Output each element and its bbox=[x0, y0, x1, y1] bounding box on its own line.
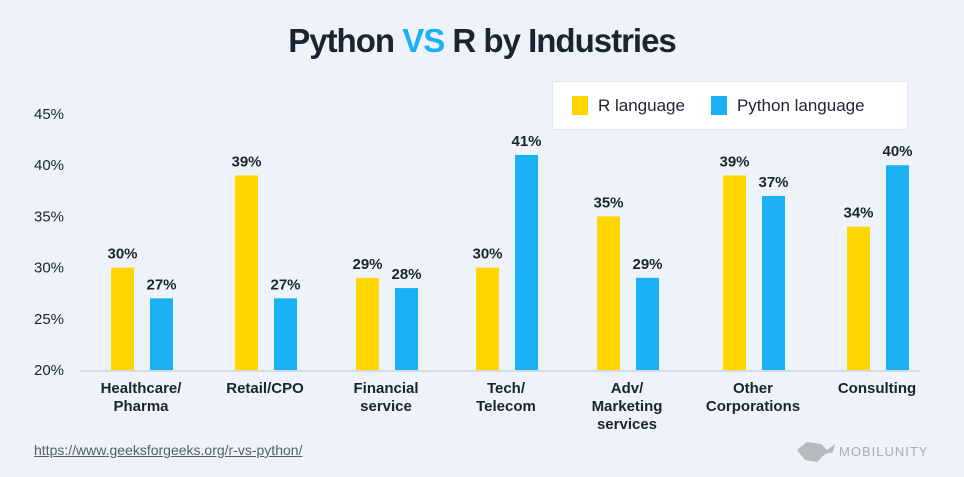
y-tick-label: 40% bbox=[34, 157, 64, 174]
bar-r bbox=[597, 216, 620, 370]
data-label: 30% bbox=[107, 246, 137, 263]
x-tick-label: Healthcare/ bbox=[101, 380, 183, 397]
y-tick-label: 20% bbox=[34, 362, 64, 379]
legend-item-r: R language bbox=[572, 96, 685, 116]
bar-r bbox=[235, 175, 258, 370]
legend-swatch-r bbox=[572, 96, 588, 115]
x-tick-label: Adv/ bbox=[611, 380, 644, 397]
data-label: 29% bbox=[352, 256, 382, 273]
x-tick-label: Financial bbox=[353, 380, 418, 397]
whale-icon bbox=[797, 442, 835, 462]
data-label: 27% bbox=[146, 276, 176, 293]
data-label: 40% bbox=[882, 143, 912, 160]
data-label: 39% bbox=[719, 153, 749, 170]
title-python: Python bbox=[288, 22, 395, 59]
bar-r bbox=[111, 267, 134, 370]
bar-python bbox=[515, 154, 538, 370]
legend-swatch-python bbox=[710, 96, 727, 115]
x-tick-label: services bbox=[597, 416, 657, 433]
bar-python bbox=[395, 288, 418, 370]
bar-python bbox=[150, 298, 173, 370]
x-tick-label: Other bbox=[733, 380, 773, 397]
y-tick-label: 30% bbox=[34, 260, 64, 277]
data-label: 37% bbox=[758, 174, 788, 191]
title-rest: R by Industries bbox=[452, 22, 676, 59]
data-label: 30% bbox=[472, 246, 502, 263]
data-label: 35% bbox=[593, 194, 623, 211]
data-label: 41% bbox=[511, 133, 541, 150]
y-tick-label: 25% bbox=[34, 311, 64, 328]
x-tick-label: Marketing bbox=[592, 398, 663, 415]
data-label: 34% bbox=[843, 205, 873, 222]
bar-python bbox=[886, 165, 909, 370]
x-tick-label: Corporations bbox=[706, 398, 800, 415]
bar-python bbox=[636, 277, 659, 370]
bar-r bbox=[847, 226, 870, 370]
data-label: 29% bbox=[632, 256, 662, 273]
bar-r bbox=[356, 277, 379, 370]
legend-item-python: Python language bbox=[710, 95, 865, 116]
mobilunity-logo: MOBILUNITY bbox=[795, 438, 928, 464]
x-tick-label: Tech/ bbox=[487, 380, 526, 397]
y-tick-label: 45% bbox=[34, 106, 64, 123]
legend-label-python: Python language bbox=[736, 95, 865, 115]
bar-r bbox=[476, 267, 499, 370]
logo-text: MOBILUNITY bbox=[839, 443, 929, 459]
legend: R language Python language bbox=[552, 81, 908, 130]
bar-r bbox=[723, 175, 746, 370]
source-link[interactable]: https://www.geeksforgeeks.org/r-vs-pytho… bbox=[34, 442, 303, 458]
chart-title: Python VS R by Industries bbox=[0, 22, 964, 60]
x-tick-label: Telecom bbox=[476, 398, 536, 415]
data-label: 27% bbox=[270, 276, 300, 293]
data-label: 39% bbox=[231, 153, 261, 170]
bar-python bbox=[762, 195, 785, 370]
x-tick-label: Pharma bbox=[113, 398, 169, 415]
x-tick-label: Consulting bbox=[838, 380, 916, 397]
legend-label-r: R language bbox=[598, 95, 685, 115]
data-label: 28% bbox=[391, 266, 421, 283]
title-vs: VS bbox=[402, 22, 445, 59]
x-tick-label: service bbox=[360, 398, 412, 415]
bar-python bbox=[274, 298, 297, 370]
x-tick-label: Retail/CPO bbox=[226, 380, 304, 397]
y-tick-label: 35% bbox=[34, 208, 64, 225]
